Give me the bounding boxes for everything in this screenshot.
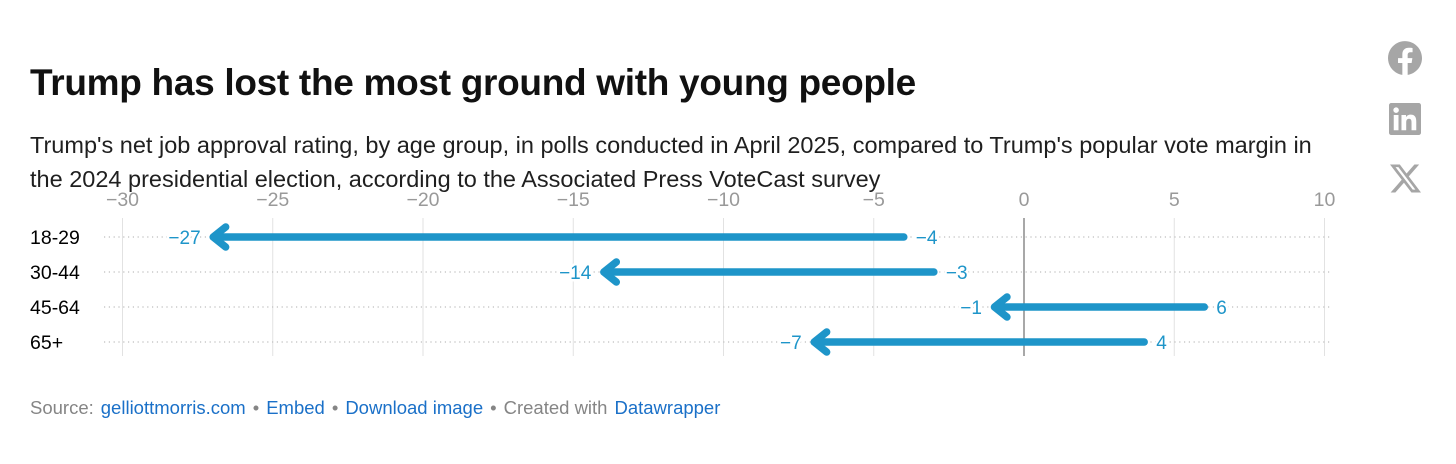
- row-label: 65+: [30, 332, 63, 354]
- linkedin-icon[interactable]: [1389, 103, 1421, 135]
- arrow-head: [990, 293, 1011, 321]
- footer-separator: •: [490, 397, 497, 418]
- x-tick-label: −25: [256, 189, 289, 211]
- embed-link[interactable]: Embed: [266, 397, 325, 418]
- row-label: 45-64: [30, 297, 80, 319]
- source-label: Source:: [30, 397, 94, 418]
- x-icon[interactable]: [1389, 163, 1421, 194]
- x-tick-label: 5: [1169, 189, 1180, 211]
- x-tick-label: −15: [557, 189, 590, 211]
- value-label-end: −7: [780, 333, 802, 354]
- page-title: Trump has lost the most ground with youn…: [30, 61, 916, 103]
- value-label-end: −1: [960, 298, 982, 319]
- chart-subtitle: Trump's net job approval rating, by age …: [30, 131, 1312, 192]
- value-label-end: −14: [559, 263, 592, 284]
- x-tick-label: 0: [1019, 189, 1030, 211]
- x-tick-label: −5: [863, 189, 885, 211]
- arrow-head: [810, 328, 831, 356]
- chart-footer: Source: gelliottmorris.com • Embed • Dow…: [30, 397, 720, 419]
- value-label-start: −3: [946, 263, 968, 284]
- footer-separator: •: [252, 397, 260, 418]
- row-label: 18-29: [30, 227, 80, 249]
- x-tick-label: −20: [406, 189, 439, 211]
- arrow-head: [600, 258, 621, 286]
- value-label-end: −27: [168, 228, 200, 249]
- created-with-label: Created with: [503, 397, 608, 418]
- value-label-start: −4: [916, 228, 938, 249]
- value-label-start: 4: [1156, 333, 1167, 354]
- x-tick-label: −10: [707, 189, 740, 211]
- x-tick-label: 10: [1314, 189, 1336, 211]
- share-toolbar: [1388, 41, 1422, 194]
- x-tick-label: −30: [106, 189, 139, 211]
- datawrapper-link[interactable]: Datawrapper: [614, 397, 721, 418]
- row-label: 30-44: [30, 262, 80, 284]
- source-link[interactable]: gelliottmorris.com: [100, 397, 246, 418]
- value-label-start: 6: [1216, 298, 1227, 319]
- download-image-link[interactable]: Download image: [345, 397, 484, 418]
- footer-separator: •: [331, 397, 339, 418]
- facebook-icon[interactable]: [1388, 41, 1422, 75]
- arrow-head: [209, 223, 230, 251]
